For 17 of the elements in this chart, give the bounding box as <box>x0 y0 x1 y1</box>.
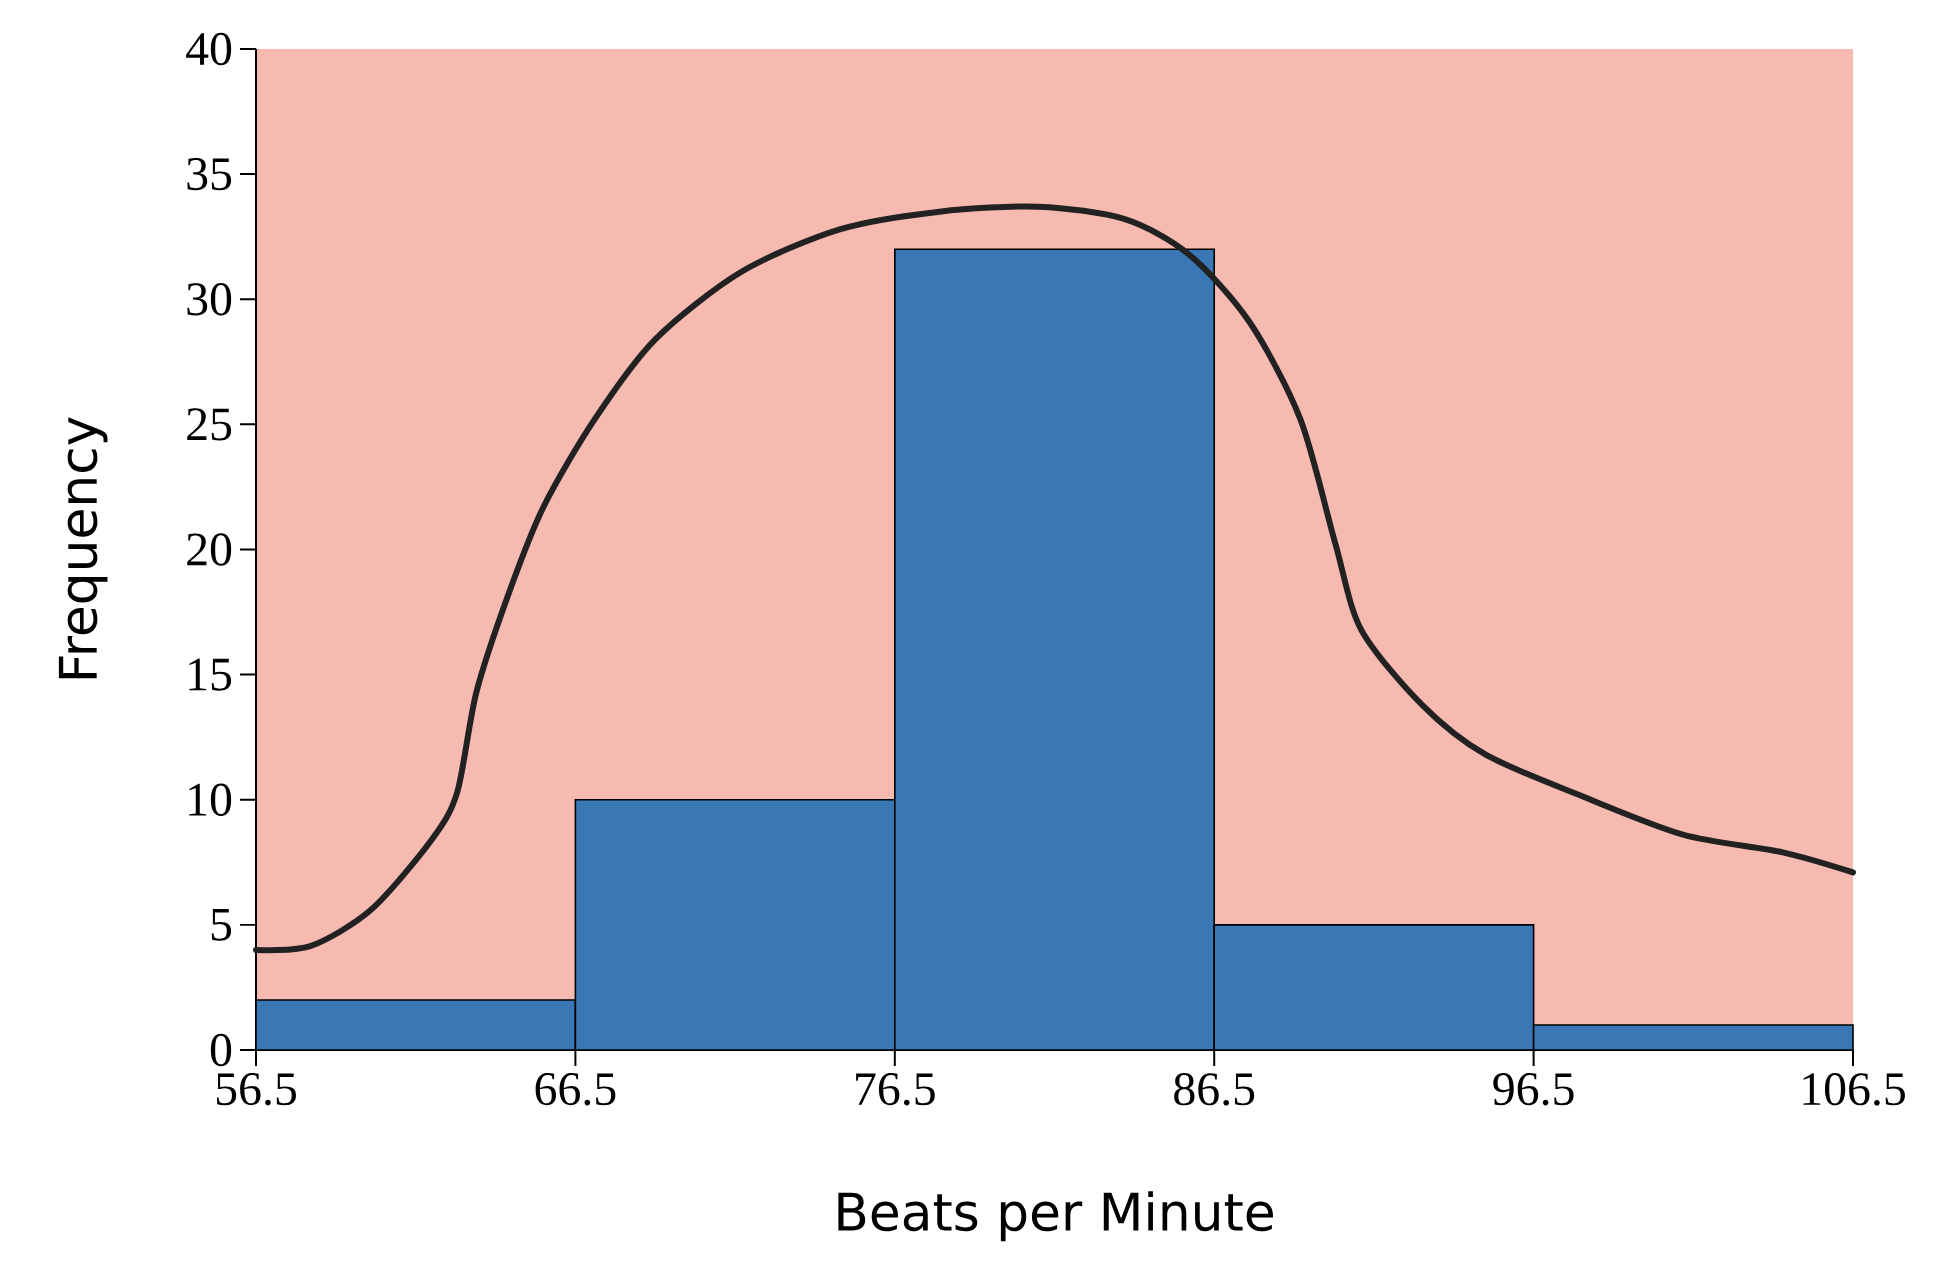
y-tick-label: 25 <box>187 408 232 441</box>
y-tick-label: 5 <box>211 908 232 941</box>
x-tick-label: 106.5 <box>1803 1073 1905 1106</box>
x-tick-label: 96.5 <box>1493 1073 1574 1106</box>
y-tick-label: 15 <box>189 658 232 691</box>
x-tick-label: 76.5 <box>856 1073 935 1106</box>
x-tick-label: 86.5 <box>1174 1073 1255 1106</box>
x-tick-label: 56.5 <box>216 1073 296 1106</box>
y-tick-label: 0 <box>210 1033 232 1067</box>
x-tick-label: 66.5 <box>535 1073 616 1106</box>
y-tick-label: 30 <box>187 283 232 316</box>
y-tick-label: 10 <box>189 783 232 816</box>
y-tick-label: 40 <box>186 32 232 66</box>
y-tick-label: 35 <box>187 158 232 191</box>
y-tick-label: 20 <box>187 533 232 566</box>
y-axis-title: Frequency <box>58 417 108 679</box>
x-axis-title: Beats per Minute <box>838 1191 1273 1242</box>
